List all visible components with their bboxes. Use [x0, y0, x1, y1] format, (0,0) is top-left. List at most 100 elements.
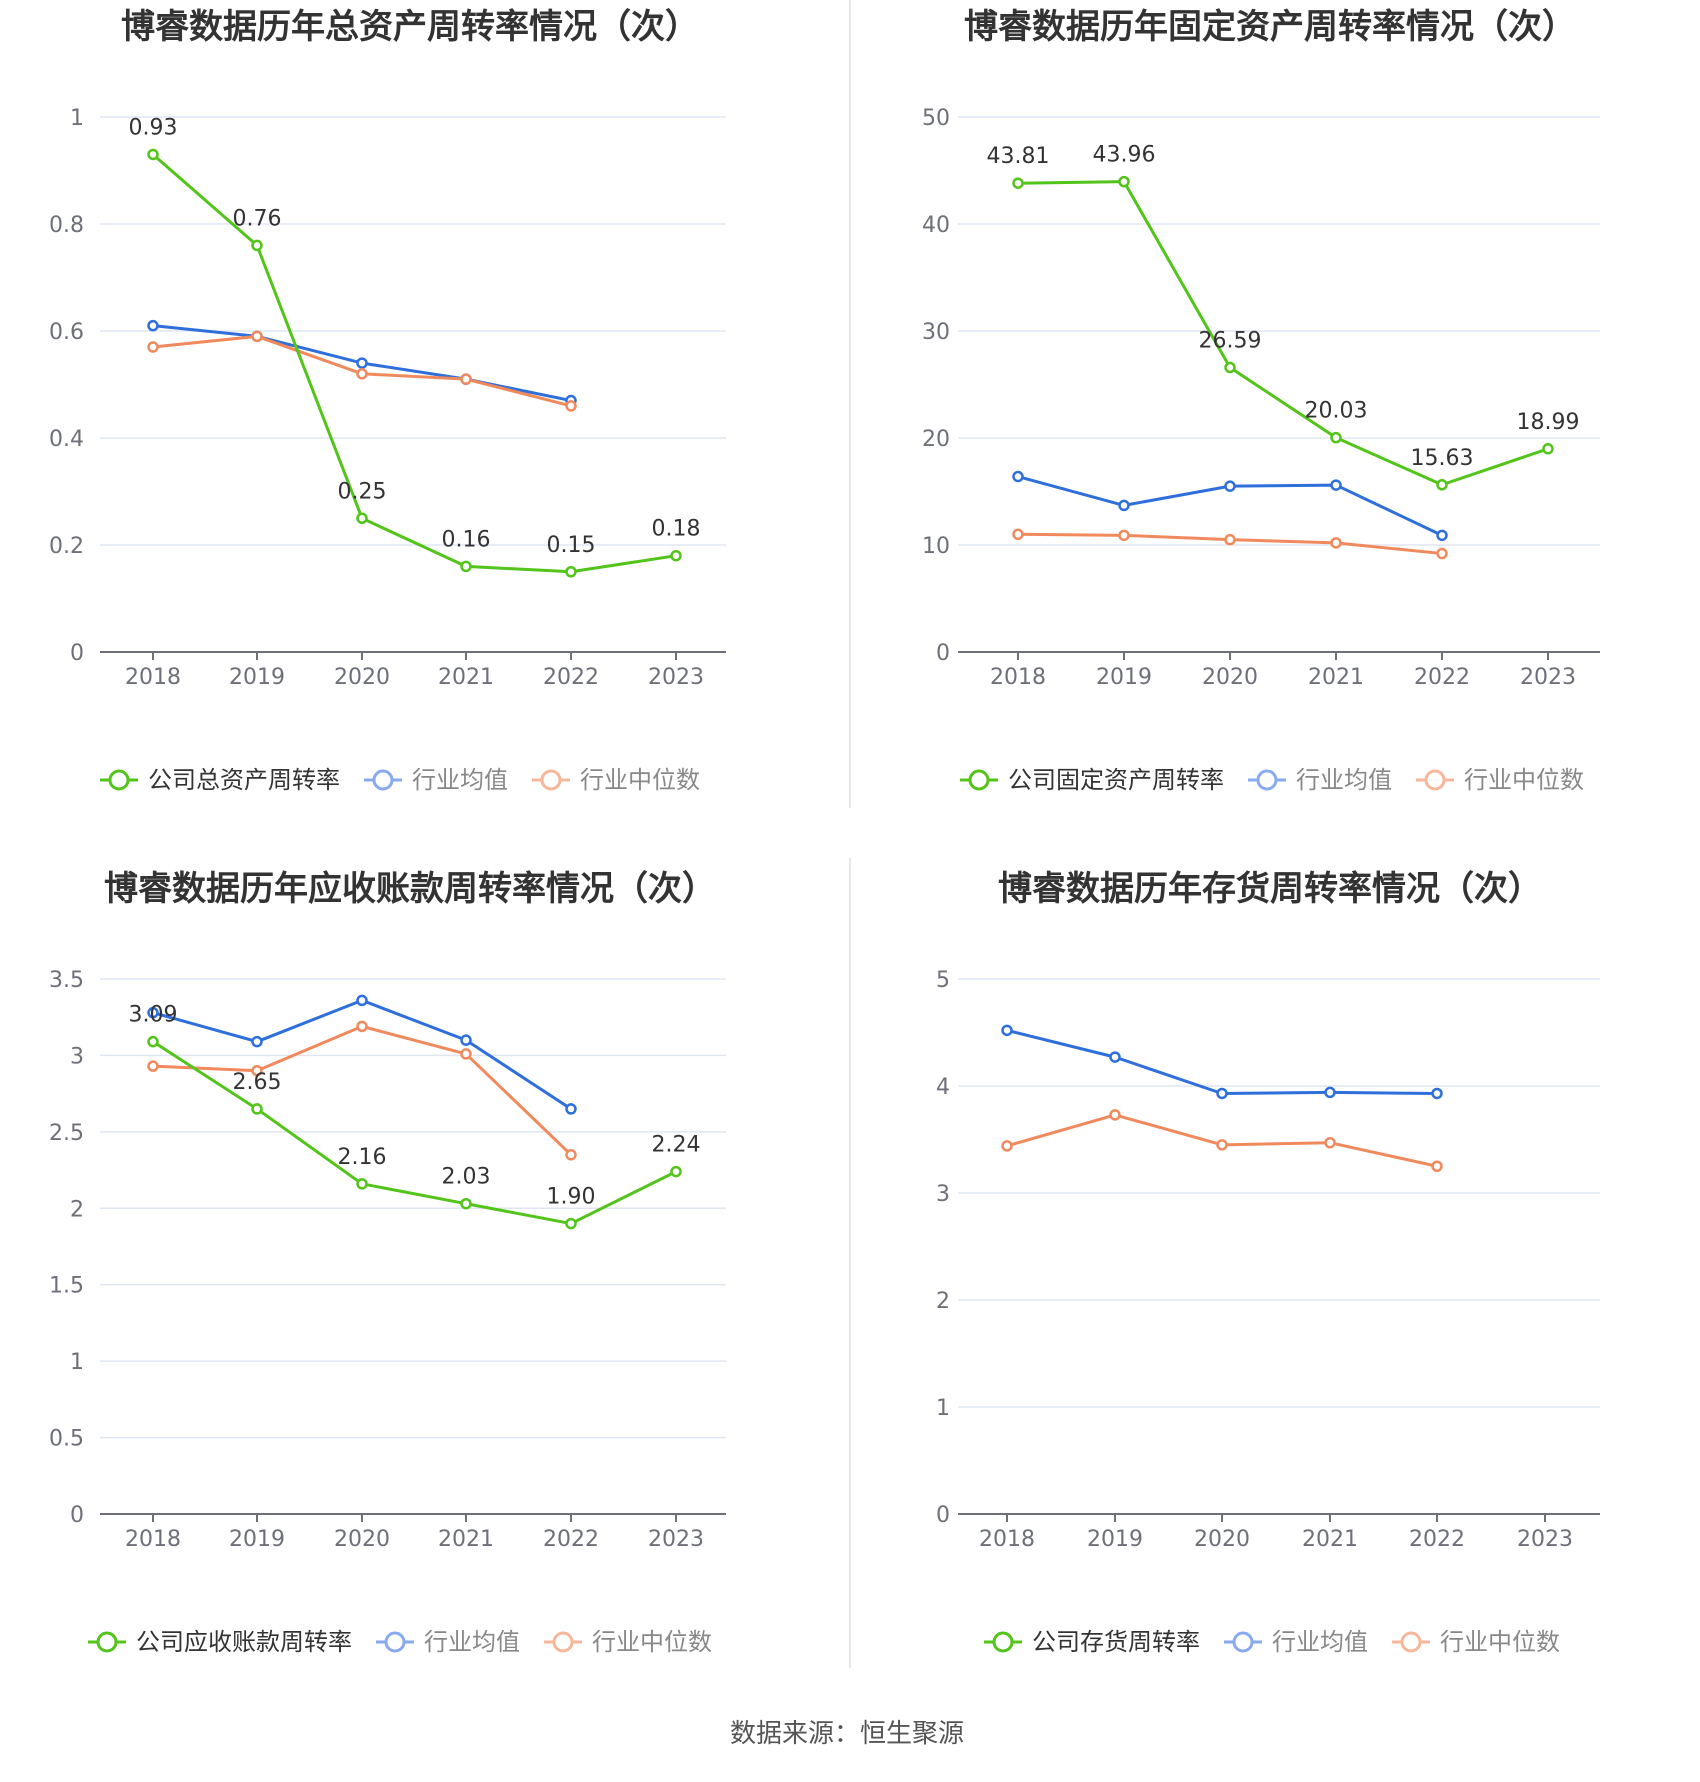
series-line-company: [1017, 180, 1549, 487]
data-point-median: [251, 330, 263, 343]
y-tick-label: 4: [936, 1075, 950, 1100]
legend-marker-icon: [384, 1631, 406, 1653]
chart-2: 博睿数据历年固定资产周转率情况（次） 0 10 20 30 40 50 2018 2019 202…: [922, 7, 1600, 794]
data-point-avg: [1436, 529, 1448, 542]
legend-item-avg[interactable]: 行业均值: [376, 1628, 520, 1656]
chart-title: 博睿数据历年应收账款周转率情况（次）: [104, 869, 716, 909]
x-tick-label: 2023: [1517, 1527, 1573, 1552]
y-tick-label: 40: [922, 213, 950, 238]
legend-item-avg[interactable]: 行业均值: [1224, 1628, 1368, 1656]
data-point-median: [1216, 1139, 1228, 1151]
series-line-company: [152, 1040, 677, 1226]
y-tick-label: 2.5: [49, 1121, 84, 1146]
chart-3: 博睿数据历年应收账款周转率情况（次） 0 0.5 1 1.5 2 2.5 3 3.5 2018 20…: [49, 869, 726, 1656]
legend-label: 公司总资产周转率: [148, 766, 340, 794]
data-point-avg: [1431, 1087, 1443, 1100]
data-label: 0.16: [442, 527, 491, 552]
data-point-median: [356, 368, 368, 380]
data-point-company: [565, 1217, 577, 1230]
data-point-avg: [1216, 1087, 1228, 1100]
legend-marker-icon: [1232, 1631, 1254, 1653]
y-tick-label: 0: [936, 1503, 950, 1528]
legend-label: 行业中位数: [580, 766, 700, 794]
data-point-company: [1542, 443, 1554, 455]
x-tick-label: 2021: [438, 1527, 494, 1552]
x-tick-label: 2022: [1409, 1527, 1465, 1552]
legend-item-median[interactable]: 行业中位数: [544, 1628, 712, 1656]
x-tick-label: 2020: [1194, 1527, 1250, 1552]
data-point-avg: [1001, 1024, 1013, 1037]
y-tick-label: 50: [922, 106, 950, 131]
y-tick-label: 0.6: [49, 320, 84, 345]
legend-item-median[interactable]: 行业中位数: [1392, 1628, 1560, 1656]
x-tick-label: 2019: [229, 665, 285, 690]
legend-marker-icon: [108, 769, 130, 791]
y-tick-label: 5: [936, 968, 950, 993]
data-point-avg: [1109, 1051, 1121, 1063]
data-point-avg: [460, 1034, 472, 1046]
x-tick-label: 2020: [1202, 665, 1258, 690]
data-point-company: [1012, 177, 1024, 189]
x-tick-label: 2019: [1087, 1527, 1143, 1552]
x-tick-label: 2018: [125, 1527, 181, 1552]
chart-title: 博睿数据历年固定资产周转率情况（次）: [964, 7, 1576, 47]
y-tick-label: 0.8: [49, 213, 84, 238]
legend-label: 公司固定资产周转率: [1008, 766, 1224, 794]
data-point-company: [1436, 479, 1448, 491]
legend-marker-icon: [372, 769, 394, 791]
legend-item-avg[interactable]: 行业均值: [364, 766, 508, 794]
data-label: 2.65: [233, 1070, 282, 1095]
legend-marker-icon: [96, 1631, 118, 1653]
y-tick-label: 20: [922, 427, 950, 452]
data-label: 0.93: [129, 115, 178, 140]
series-line-company: [152, 153, 677, 574]
y-tick-label: 0: [70, 1503, 84, 1528]
legend-item-median[interactable]: 行业中位数: [1416, 766, 1584, 794]
data-point-company: [251, 1103, 263, 1115]
data-point-avg: [251, 1035, 263, 1048]
data-label: 43.96: [1093, 143, 1156, 168]
data-point-avg: [147, 319, 159, 332]
legend-marker-icon: [1256, 769, 1278, 791]
data-point-median: [147, 1060, 159, 1072]
legend-label: 行业均值: [1296, 766, 1392, 794]
legend-marker-icon: [1400, 1631, 1422, 1653]
data-label: 2.16: [338, 1145, 387, 1170]
legend-item-company[interactable]: 公司固定资产周转率: [960, 766, 1224, 794]
series-line-avg: [1006, 1028, 1438, 1095]
data-label: 0.18: [652, 517, 701, 542]
x-tick-label: 2023: [648, 665, 704, 690]
data-point-median: [1436, 547, 1448, 560]
data-point-median: [460, 1048, 472, 1060]
legend-label: 行业均值: [412, 766, 508, 794]
x-tick-label: 2022: [1414, 665, 1470, 690]
y-tick-label: 30: [922, 320, 950, 345]
data-label: 20.03: [1305, 399, 1368, 424]
y-tick-label: 0.4: [49, 427, 84, 452]
data-point-company: [670, 549, 682, 562]
data-point-median: [565, 400, 577, 412]
y-tick-label: 0.2: [49, 534, 84, 559]
legend-item-company[interactable]: 公司总资产周转率: [100, 766, 340, 794]
y-tick-label: 10: [922, 534, 950, 559]
data-point-median: [1431, 1160, 1443, 1172]
data-point-median: [565, 1149, 577, 1161]
legend-item-company[interactable]: 公司存货周转率: [984, 1628, 1200, 1656]
data-point-avg: [1330, 479, 1342, 491]
legend-label: 行业均值: [424, 1628, 520, 1656]
legend-item-avg[interactable]: 行业均值: [1248, 766, 1392, 794]
x-tick-label: 2019: [1096, 665, 1152, 690]
x-tick-label: 2021: [438, 665, 494, 690]
legend-label: 行业中位数: [592, 1628, 712, 1656]
data-label: 18.99: [1517, 410, 1580, 435]
data-label: 3.09: [129, 1003, 178, 1028]
legend-item-median[interactable]: 行业中位数: [532, 766, 700, 794]
y-tick-label: 0: [936, 641, 950, 666]
x-tick-label: 2023: [1520, 665, 1576, 690]
legend-marker-icon: [552, 1631, 574, 1653]
data-point-company: [670, 1165, 682, 1178]
y-tick-label: 3: [70, 1044, 84, 1069]
data-point-median: [1324, 1136, 1336, 1149]
data-point-avg: [356, 994, 368, 1007]
legend-item-company[interactable]: 公司应收账款周转率: [88, 1628, 352, 1656]
